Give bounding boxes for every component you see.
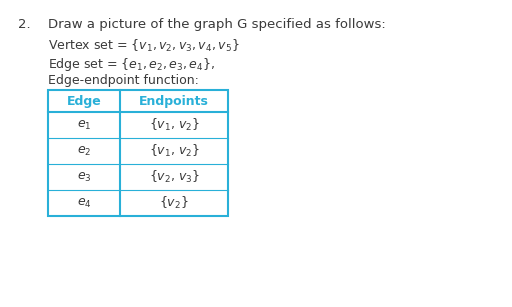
Text: {$v_2$}: {$v_2$} [159,195,189,211]
Text: Edge: Edge [67,95,101,107]
Bar [48,90,228,216]
Text: Vertex set = {$v_1, v_2, v_3, v_4, v_5$}: Vertex set = {$v_1, v_2, v_3, v_4, v_5$} [48,38,240,54]
Text: Draw a picture of the graph G specified as follows:: Draw a picture of the graph G specified … [48,18,386,31]
Text: $e_1$: $e_1$ [77,119,91,132]
Text: Edge-endpoint function:: Edge-endpoint function: [48,74,199,87]
Text: {$v_2$, $v_3$}: {$v_2$, $v_3$} [148,169,200,185]
Text: Endpoints: Endpoints [139,95,209,107]
Text: $e_4$: $e_4$ [77,196,91,210]
Text: $e_2$: $e_2$ [77,145,91,157]
Text: Edge set = {$e_1, e_2, e_3, e_4$},: Edge set = {$e_1, e_2, e_3, e_4$}, [48,56,215,73]
Text: {$v_1$, $v_2$}: {$v_1$, $v_2$} [148,117,200,133]
Text: {$v_1$, $v_2$}: {$v_1$, $v_2$} [148,143,200,159]
Text: $e_3$: $e_3$ [77,170,91,184]
Text: 2.: 2. [18,18,31,31]
